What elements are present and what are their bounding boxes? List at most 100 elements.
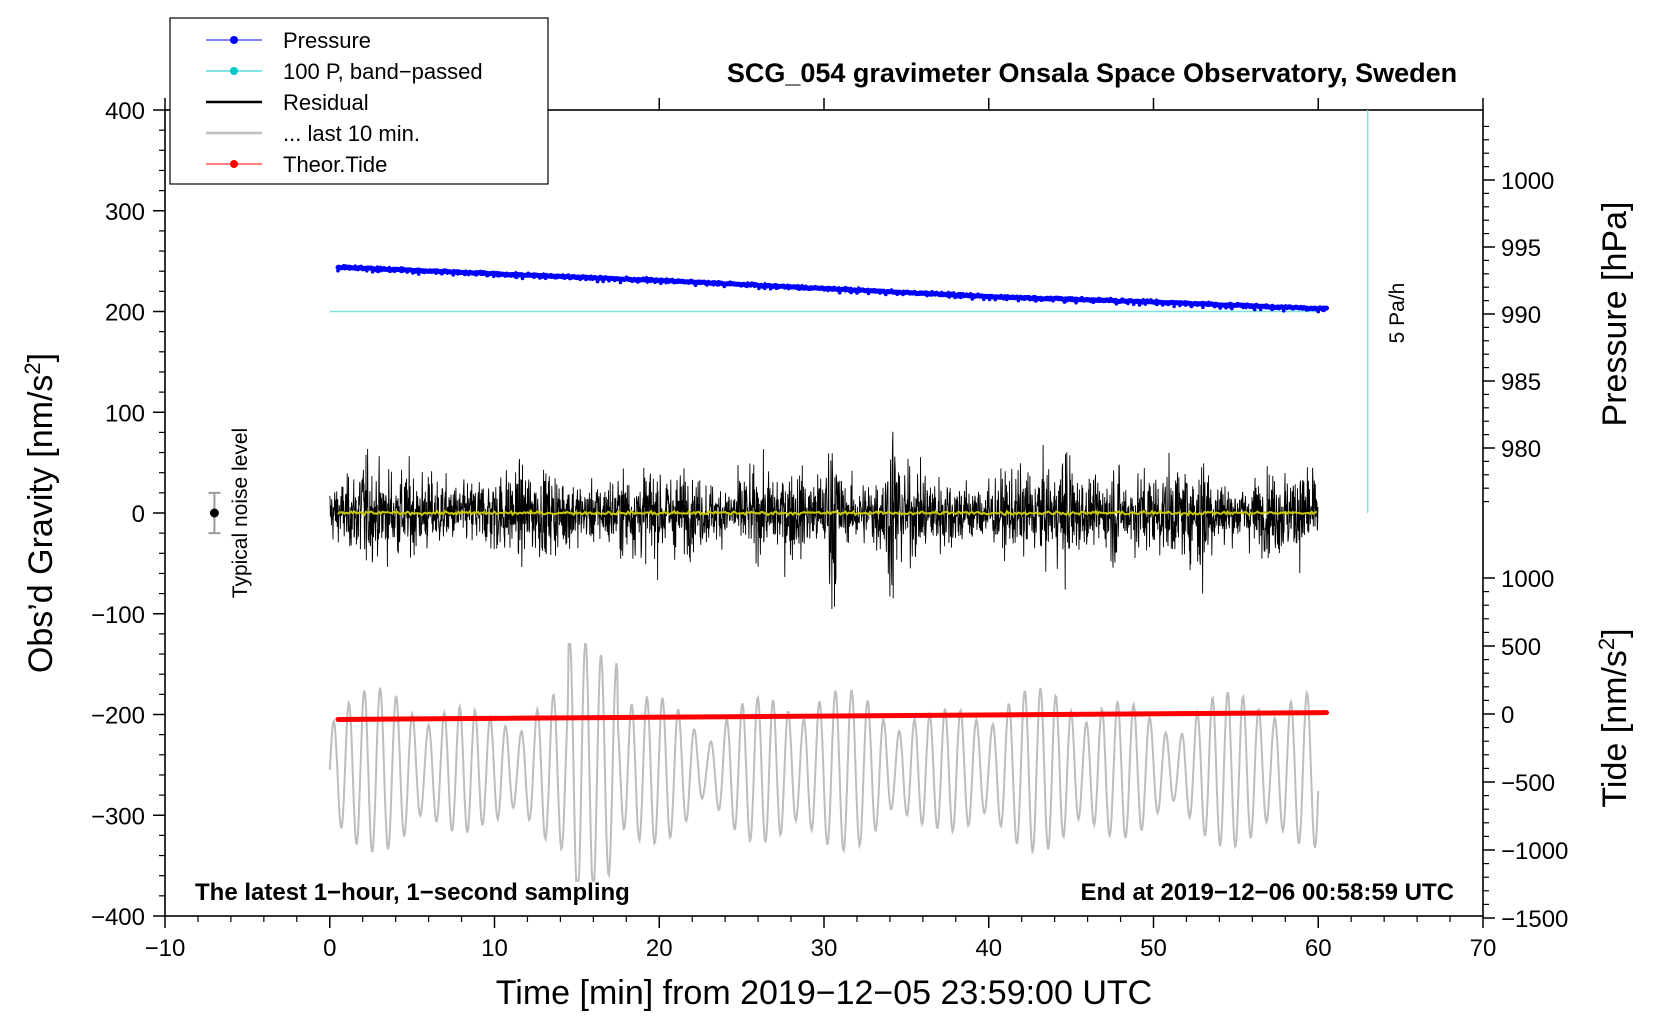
pressure-point xyxy=(930,290,934,294)
pressure-point xyxy=(820,285,825,290)
y-axis-label-tide-main: Tide [nm/s xyxy=(1596,650,1634,807)
pressure-point xyxy=(1114,302,1119,306)
pressure-point xyxy=(1172,304,1176,309)
y-axis-label-tide: Tide [nm/s2] xyxy=(1594,628,1634,807)
pressure-point xyxy=(768,287,773,291)
pressure-point xyxy=(670,277,675,282)
y-tick-label: 0 xyxy=(132,501,145,528)
pressure-tick-label: 990 xyxy=(1501,302,1541,329)
noise-marker xyxy=(208,491,221,535)
pressure-tick-label: 1000 xyxy=(1501,168,1554,195)
pressure-point xyxy=(1287,304,1292,308)
pressure-point xyxy=(1016,298,1021,303)
pressure-point xyxy=(855,291,859,295)
pressure-tick-label: 980 xyxy=(1501,436,1541,463)
pressure-point xyxy=(918,290,923,294)
pressure-point xyxy=(1316,309,1321,314)
smoothed-residual-line xyxy=(337,508,1318,518)
legend-label-last-10-min: ... last 10 min. xyxy=(283,121,420,146)
pressure-point xyxy=(1195,301,1199,305)
pressure-point xyxy=(370,270,375,274)
legend-item-residual: Residual xyxy=(206,90,369,115)
legend-label-pressure: Pressure xyxy=(283,28,371,53)
legend-label-band-passed: 100 P, band−passed xyxy=(283,59,483,84)
last-10-min-line xyxy=(328,643,1320,882)
pressure-point xyxy=(572,274,577,278)
footer-left-note: The latest 1−hour, 1−second sampling xyxy=(195,879,630,906)
pressure-point xyxy=(826,288,830,293)
pressure-point xyxy=(860,287,865,292)
pressure-point xyxy=(399,266,404,270)
pressure-point xyxy=(699,279,704,284)
pressure-point xyxy=(895,292,900,297)
pressure-point xyxy=(1206,300,1211,305)
pressure-point xyxy=(1091,300,1096,305)
rate-label: 5 Pa/h xyxy=(1386,283,1409,344)
pressure-point xyxy=(1143,302,1148,306)
pressure-point xyxy=(716,280,721,284)
pressure-point xyxy=(866,291,871,296)
pressure-point xyxy=(872,288,876,292)
y-axis-label-pressure: Pressure [hPa] xyxy=(1596,202,1634,427)
pressure-point xyxy=(1241,305,1246,310)
pressure-point xyxy=(486,273,490,278)
x-tick-label: 20 xyxy=(646,935,673,962)
pressure-point xyxy=(924,290,928,294)
pressure-point xyxy=(837,291,842,295)
pressure-point xyxy=(601,279,605,284)
last-10-min-series xyxy=(328,643,1320,882)
legend-item-theor-tide: Theor.Tide xyxy=(206,152,387,177)
legend-item-band-passed: 100 P, band−passed xyxy=(206,59,483,84)
legend-item-pressure: Pressure xyxy=(206,28,371,53)
pressure-point xyxy=(353,264,358,269)
x-tick-label: 50 xyxy=(1140,935,1167,962)
pressure-point xyxy=(849,290,853,295)
pressure-point xyxy=(1299,304,1303,309)
pressure-point xyxy=(762,286,767,291)
pressure-point xyxy=(1005,297,1009,302)
pressure-point xyxy=(1178,303,1182,308)
pressure-point xyxy=(1108,296,1113,301)
x-tick-label: 60 xyxy=(1305,935,1332,962)
pressure-point xyxy=(1126,301,1130,306)
pressure-point xyxy=(1201,305,1205,310)
pressure-point xyxy=(1166,302,1171,307)
pressure-point xyxy=(1074,300,1078,305)
pressure-point xyxy=(1247,303,1251,307)
x-tick-label: 70 xyxy=(1470,935,1497,962)
pressure-point xyxy=(912,289,917,294)
pressure-point xyxy=(711,280,715,284)
pressure-point xyxy=(411,271,415,275)
pressure-point xyxy=(803,284,807,289)
pressure-series xyxy=(335,263,1329,314)
y-tick-label: 100 xyxy=(105,400,145,427)
chart-title: SCG_054 gravimeter Onsala Space Observat… xyxy=(727,58,1457,88)
pressure-point xyxy=(613,278,617,283)
pressure-point xyxy=(653,280,657,285)
legend-label-theor-tide: Theor.Tide xyxy=(283,152,387,177)
pressure-point xyxy=(751,281,755,286)
tide-tick-label: −1500 xyxy=(1501,906,1568,933)
pressure-point xyxy=(526,271,531,276)
pressure-point xyxy=(745,282,750,286)
pressure-point xyxy=(1183,303,1188,307)
pressure-point xyxy=(1304,308,1309,312)
pressure-point xyxy=(503,274,508,278)
x-tick-label: 10 xyxy=(481,935,508,962)
pressure-point xyxy=(543,276,548,281)
pressure-point xyxy=(757,286,761,291)
pressure-point xyxy=(1103,297,1107,302)
pressure-point xyxy=(976,292,980,297)
tide-tick-label: 0 xyxy=(1501,702,1514,729)
pressure-point xyxy=(491,274,496,279)
pressure-point xyxy=(1235,301,1240,306)
pressure-point xyxy=(774,286,778,291)
pressure-point xyxy=(739,281,744,286)
pressure-point xyxy=(342,264,346,268)
legend-dot-pressure xyxy=(230,36,238,44)
pressure-line xyxy=(335,263,1329,313)
pressure-point xyxy=(1033,299,1038,303)
pressure-point xyxy=(468,270,473,274)
pressure-point xyxy=(1281,309,1286,313)
